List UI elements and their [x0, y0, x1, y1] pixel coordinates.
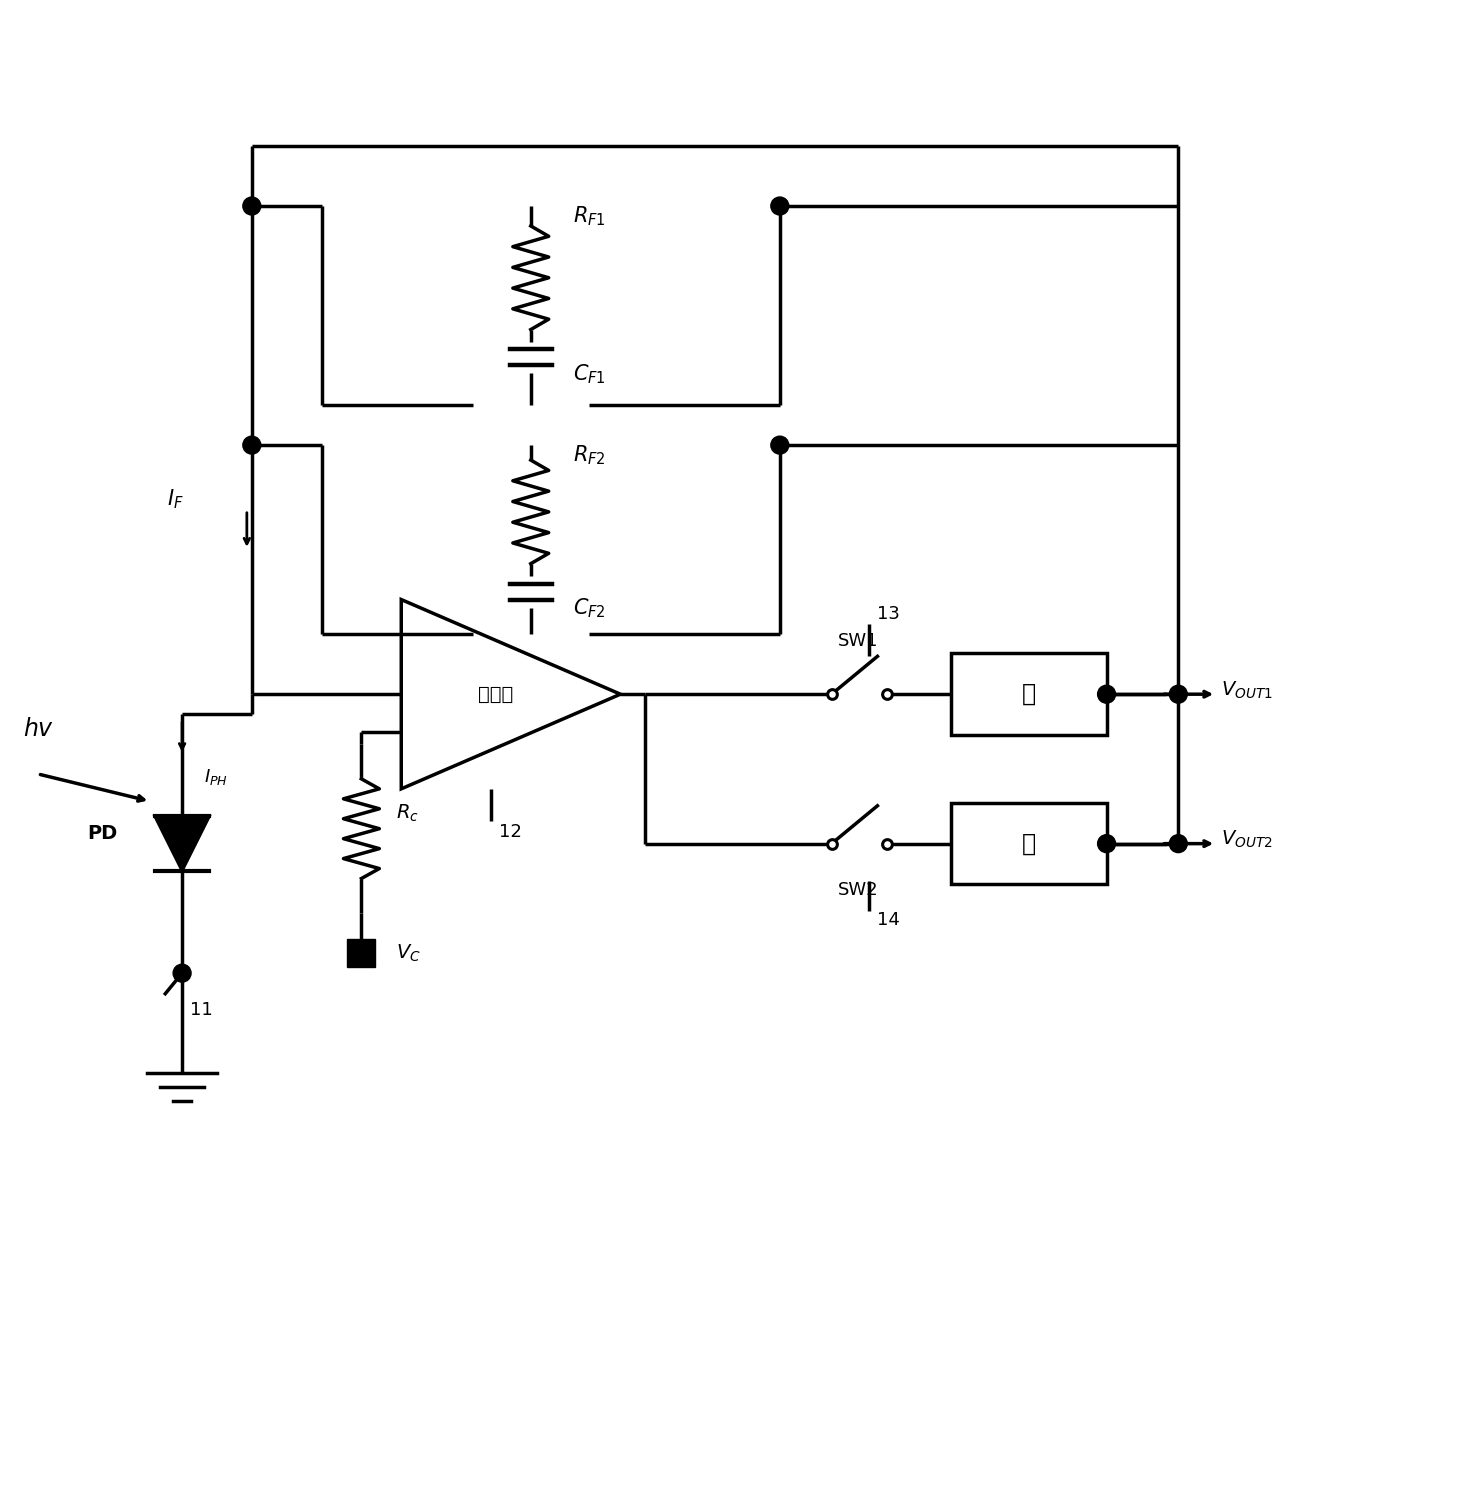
Polygon shape	[155, 816, 209, 871]
Circle shape	[1098, 835, 1116, 853]
Text: $V_C$: $V_C$	[397, 943, 422, 964]
Text: SW1: SW1	[837, 632, 878, 650]
Text: 11: 11	[190, 1001, 212, 1019]
Circle shape	[243, 197, 261, 215]
Circle shape	[772, 197, 789, 215]
Text: $C_{F2}$: $C_{F2}$	[572, 596, 606, 620]
Circle shape	[243, 436, 261, 454]
Text: PD: PD	[88, 825, 117, 843]
Text: 12: 12	[499, 823, 521, 841]
Text: 放大器: 放大器	[479, 684, 514, 704]
Circle shape	[1098, 686, 1116, 704]
Text: $V_{OUT2}$: $V_{OUT2}$	[1221, 829, 1272, 850]
Bar	[952, 802, 1107, 884]
Text: 读: 读	[1022, 683, 1037, 707]
Bar	[952, 653, 1107, 735]
Text: SW2: SW2	[837, 881, 878, 899]
Text: $C_{F1}$: $C_{F1}$	[572, 363, 606, 385]
Text: 写: 写	[1022, 832, 1037, 856]
Text: $I_{PH}$: $I_{PH}$	[203, 766, 228, 787]
Text: $I_F$: $I_F$	[167, 487, 184, 511]
Circle shape	[173, 964, 192, 982]
Circle shape	[1170, 835, 1187, 853]
Circle shape	[772, 436, 789, 454]
Text: 13: 13	[877, 605, 900, 623]
Text: hv: hv	[23, 717, 51, 741]
Text: $V_{OUT1}$: $V_{OUT1}$	[1221, 680, 1272, 701]
Text: $R_c$: $R_c$	[397, 802, 419, 825]
Text: $R_{F2}$: $R_{F2}$	[572, 444, 606, 466]
Text: $R_{F1}$: $R_{F1}$	[572, 205, 606, 227]
Circle shape	[1170, 686, 1187, 704]
Text: 14: 14	[877, 911, 900, 929]
Bar	[347, 940, 375, 967]
